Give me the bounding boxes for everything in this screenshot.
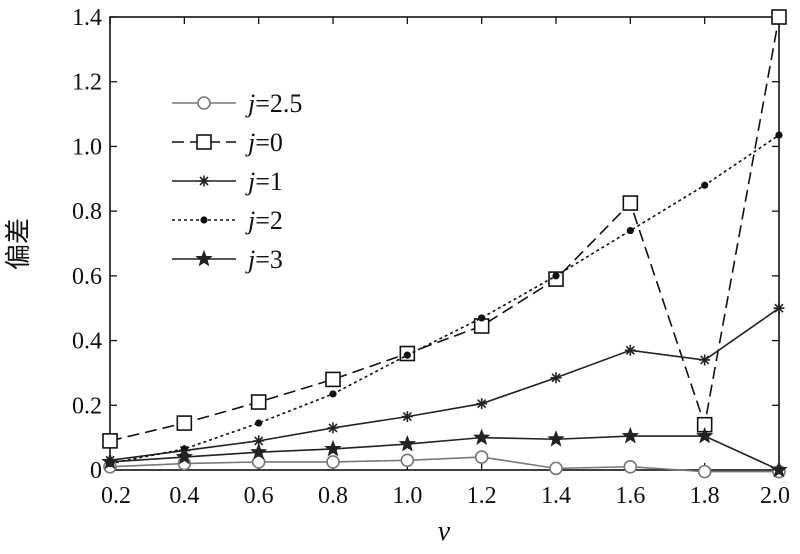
star-marker	[770, 460, 788, 478]
asterisk-marker	[699, 354, 711, 366]
dot-marker	[701, 181, 709, 189]
asterisk-marker	[476, 398, 488, 410]
axis-ticks: 0.2 0.4 0.6 0.8 1.0 1.2 1.4 1.6 1.8 2.000.20.40.6…	[72, 5, 790, 509]
plot-border	[109, 16, 780, 471]
legend-label-var: j	[245, 245, 255, 274]
star-marker	[621, 426, 640, 444]
x-tick-label: 0.6	[244, 483, 274, 509]
series-line	[109, 307, 780, 462]
asterisk-marker	[624, 344, 636, 356]
circle-marker	[623, 459, 638, 474]
legend-label-var: j	[245, 128, 255, 157]
x-tick-label: 1.0	[392, 483, 422, 509]
legend-label: j=0	[245, 128, 283, 157]
square-marker	[250, 394, 267, 410]
legend-label-var: j	[245, 89, 255, 118]
x-tick-label: 1.4	[541, 483, 571, 509]
series-j=0	[102, 9, 787, 449]
star-marker	[398, 434, 417, 452]
dot-marker	[775, 131, 783, 139]
y-tick-label: 0.8	[72, 199, 102, 225]
x-tick-label: 2.0	[760, 483, 790, 509]
legend-label-value: =3	[255, 245, 283, 274]
legend-label: j=1	[245, 167, 283, 196]
circle-marker	[549, 461, 563, 476]
circle-marker	[400, 453, 415, 468]
legend-label: j=2	[245, 206, 283, 235]
asterisk-marker	[773, 302, 785, 314]
legend-label-value: =0	[255, 128, 283, 157]
y-tick-label: 0.6	[72, 264, 102, 290]
y-axis-label: 偏差	[4, 218, 34, 270]
star-marker	[249, 443, 268, 460]
asterisk-marker	[401, 411, 413, 423]
plot-area	[109, 16, 780, 471]
dot-marker	[200, 216, 208, 224]
star-marker	[547, 430, 565, 447]
series-line	[109, 16, 780, 442]
legend-item: j=3	[172, 245, 283, 274]
dot-marker	[626, 226, 634, 235]
y-tick-label: 0	[90, 458, 102, 484]
legend-label: j=2.5	[245, 89, 302, 118]
legend-item: j=2.5	[172, 89, 302, 118]
square-marker	[771, 9, 787, 25]
legend-item: j=0	[172, 128, 283, 157]
series-line	[109, 456, 779, 473]
y-tick-label: 1.4	[72, 5, 102, 31]
legend-label: j=3	[245, 245, 283, 274]
legend-item: j=1	[172, 167, 283, 196]
circle-marker	[197, 96, 211, 110]
x-tick-label: 0.2	[101, 483, 131, 509]
circle-marker	[697, 464, 712, 479]
legend-label-value: =2	[255, 206, 283, 235]
legend-label-var: j	[245, 167, 255, 196]
y-tick-label: 0.4	[72, 329, 102, 355]
square-marker	[196, 134, 212, 150]
series-lines	[101, 9, 788, 479]
dot-marker	[255, 419, 263, 427]
square-marker	[176, 415, 193, 431]
x-axis-label: v	[438, 516, 451, 547]
x-tick-label: 1.8	[690, 483, 720, 509]
series-line	[109, 435, 780, 471]
series-j=1	[104, 302, 785, 466]
square-marker	[102, 433, 118, 449]
star-marker	[324, 439, 342, 457]
asterisk-marker	[327, 422, 339, 434]
star-marker	[101, 452, 119, 470]
dot-marker	[478, 314, 486, 322]
legend-label-value: =2.5	[255, 89, 302, 118]
asterisk-marker	[198, 175, 210, 187]
star-marker	[472, 428, 491, 446]
legend: j=2.5j=0j=1j=2j=3	[172, 89, 302, 274]
legend-label-var: j	[245, 206, 255, 235]
square-marker	[325, 371, 341, 388]
x-tick-label: 1.2	[467, 483, 497, 509]
square-marker	[622, 195, 639, 211]
legend-label-value: =1	[255, 167, 283, 196]
circle-marker	[474, 450, 489, 464]
dot-marker	[403, 351, 411, 359]
legend-item: j=2	[172, 206, 283, 235]
x-tick-label: 0.4	[169, 483, 199, 509]
x-tick-label: 0.8	[318, 483, 348, 509]
star-marker	[695, 426, 714, 444]
star-marker	[195, 249, 213, 267]
dot-marker	[552, 272, 560, 280]
circle-marker	[326, 455, 340, 469]
series-j=3	[101, 426, 788, 478]
series-line	[109, 134, 780, 465]
asterisk-marker	[550, 372, 562, 384]
y-tick-label: 1.0	[72, 134, 102, 160]
y-tick-label: 0.2	[72, 393, 102, 419]
star-marker	[175, 447, 194, 465]
asterisk-marker	[253, 435, 265, 447]
x-tick-label: 1.6	[615, 483, 645, 509]
y-tick-label: 1.2	[72, 70, 102, 96]
dot-marker	[329, 390, 337, 398]
